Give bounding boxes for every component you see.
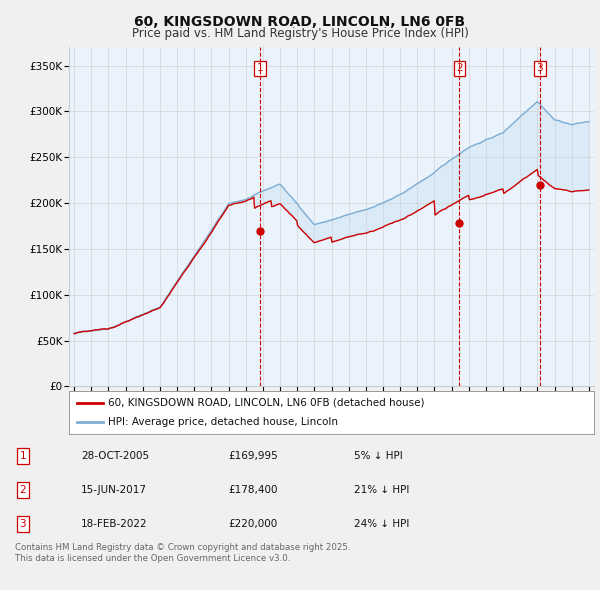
- Text: 28-OCT-2005: 28-OCT-2005: [81, 451, 149, 461]
- Text: £178,400: £178,400: [228, 485, 277, 495]
- Text: Price paid vs. HM Land Registry's House Price Index (HPI): Price paid vs. HM Land Registry's House …: [131, 27, 469, 40]
- Text: HPI: Average price, detached house, Lincoln: HPI: Average price, detached house, Linc…: [109, 417, 338, 427]
- Text: 3: 3: [19, 519, 26, 529]
- Text: Contains HM Land Registry data © Crown copyright and database right 2025.
This d: Contains HM Land Registry data © Crown c…: [15, 543, 350, 563]
- Text: 2: 2: [456, 63, 463, 73]
- Text: 21% ↓ HPI: 21% ↓ HPI: [354, 485, 409, 495]
- Text: £220,000: £220,000: [228, 519, 277, 529]
- Text: £169,995: £169,995: [228, 451, 278, 461]
- Text: 15-JUN-2017: 15-JUN-2017: [81, 485, 147, 495]
- Text: 2: 2: [19, 485, 26, 495]
- Text: 60, KINGSDOWN ROAD, LINCOLN, LN6 0FB: 60, KINGSDOWN ROAD, LINCOLN, LN6 0FB: [134, 15, 466, 29]
- Text: 24% ↓ HPI: 24% ↓ HPI: [354, 519, 409, 529]
- Text: 5% ↓ HPI: 5% ↓ HPI: [354, 451, 403, 461]
- Text: 1: 1: [257, 63, 263, 73]
- Text: 1: 1: [19, 451, 26, 461]
- Text: 18-FEB-2022: 18-FEB-2022: [81, 519, 148, 529]
- Text: 60, KINGSDOWN ROAD, LINCOLN, LN6 0FB (detached house): 60, KINGSDOWN ROAD, LINCOLN, LN6 0FB (de…: [109, 398, 425, 408]
- Text: 3: 3: [536, 63, 543, 73]
